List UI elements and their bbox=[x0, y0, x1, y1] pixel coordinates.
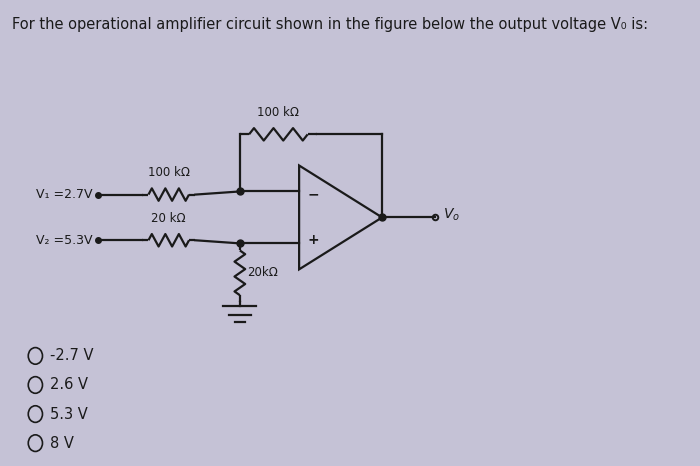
Text: For the operational amplifier circuit shown in the figure below the output volta: For the operational amplifier circuit sh… bbox=[12, 17, 648, 32]
Text: $V_o$: $V_o$ bbox=[442, 206, 460, 223]
Text: 100 kΩ: 100 kΩ bbox=[258, 106, 300, 119]
Text: V₁ =2.7V: V₁ =2.7V bbox=[36, 188, 93, 201]
Text: +: + bbox=[307, 233, 319, 247]
Text: −: − bbox=[307, 188, 319, 202]
Text: 8 V: 8 V bbox=[50, 436, 74, 451]
Text: 20kΩ: 20kΩ bbox=[247, 266, 278, 279]
Text: 20 kΩ: 20 kΩ bbox=[151, 212, 186, 225]
Text: 100 kΩ: 100 kΩ bbox=[148, 166, 190, 179]
Text: V₂ =5.3V: V₂ =5.3V bbox=[36, 234, 93, 247]
Text: 2.6 V: 2.6 V bbox=[50, 377, 88, 392]
Text: -2.7 V: -2.7 V bbox=[50, 349, 94, 363]
Text: 5.3 V: 5.3 V bbox=[50, 406, 88, 422]
